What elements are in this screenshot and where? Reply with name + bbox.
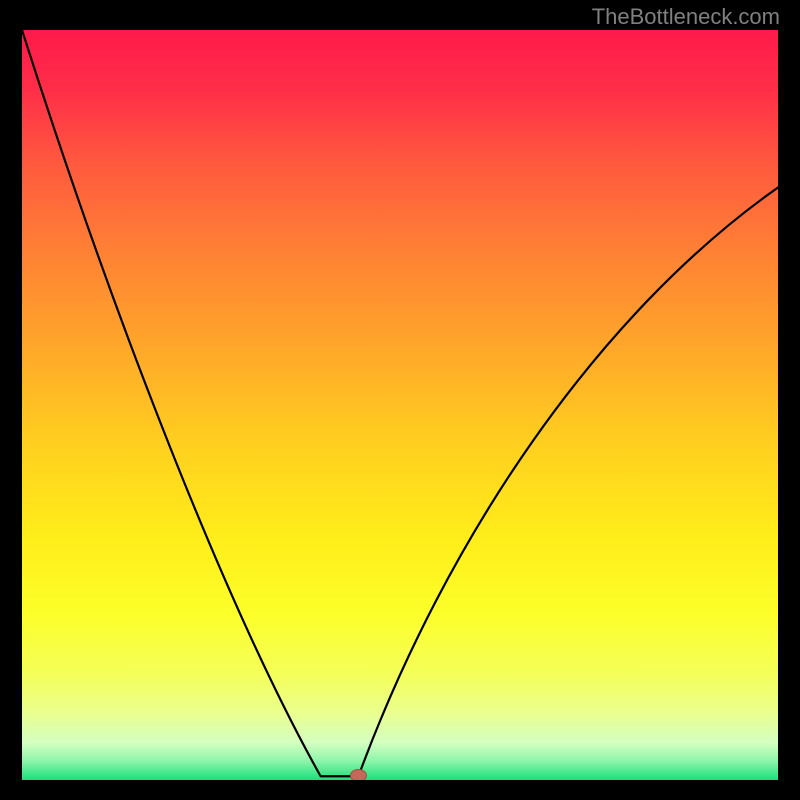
watermark-text: TheBottleneck.com [592,4,780,30]
plot-area [22,30,778,780]
minimum-marker [22,30,778,780]
